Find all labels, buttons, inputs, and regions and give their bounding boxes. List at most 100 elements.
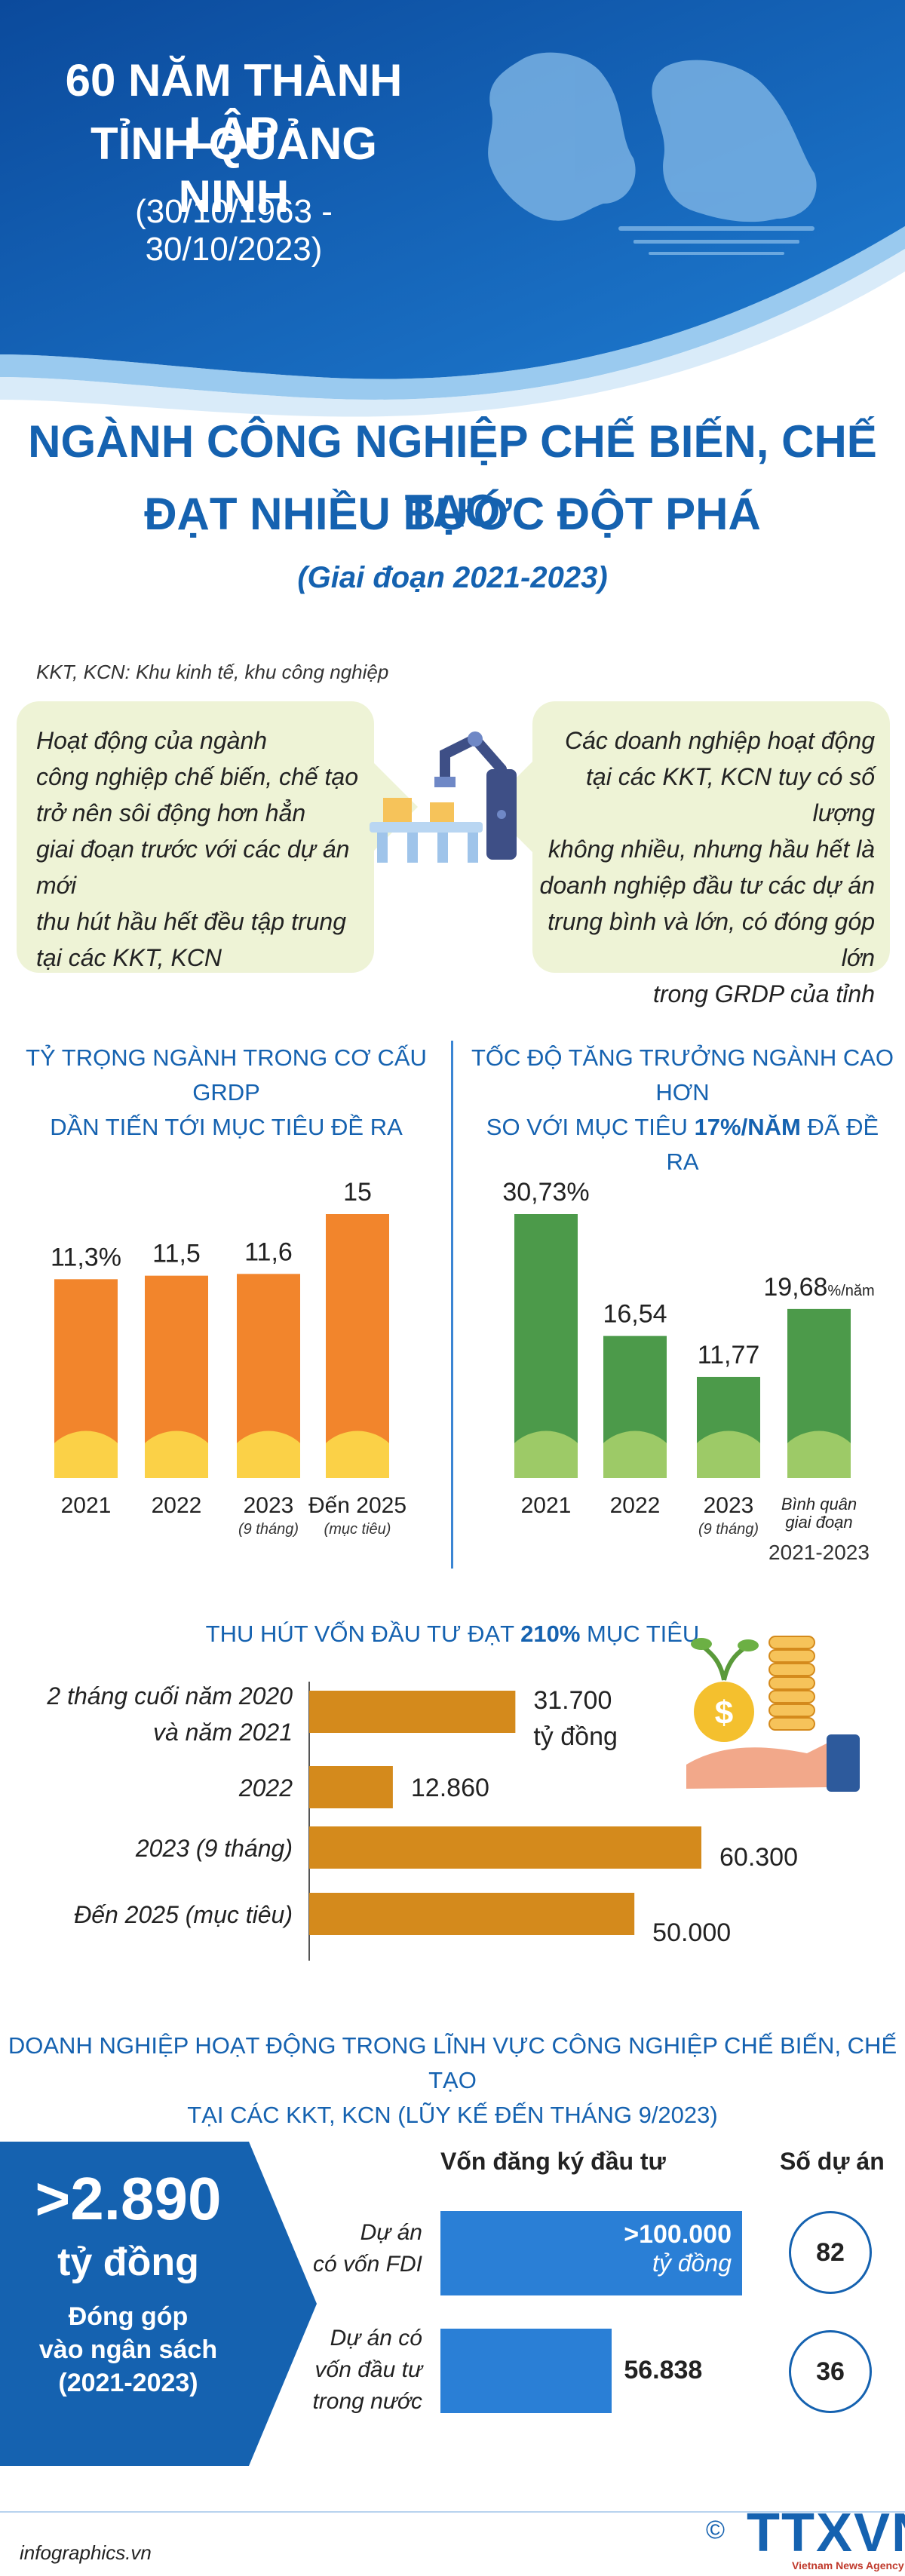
hbar — [309, 1893, 635, 1935]
bar-gear-decoration — [603, 1431, 667, 1478]
right-box-line: Các doanh nghiệp hoạt động — [564, 727, 875, 754]
x-tick-line: Bình quân — [781, 1495, 857, 1513]
chart1-title-line: DẦN TIẾN TỚI MỤC TIÊU ĐỀ RA — [50, 1114, 403, 1140]
right-box-line: không nhiều, nhưng hầu hết là — [548, 836, 875, 863]
hbar-category-label: 2023 (9 tháng) — [135, 1835, 293, 1862]
fdi-label-line: Dự án — [360, 2220, 422, 2245]
ttxvn-logo: TTXVN — [747, 2503, 905, 2563]
fdi-capital-value-block: >100.000 tỷ đồng — [452, 2220, 732, 2277]
bar-value-label: 11,6 — [244, 1237, 293, 1266]
x-tick-label: 2021 — [61, 1493, 112, 1518]
fdi-label-line: có vốn FDI — [312, 2252, 422, 2277]
chart1-svg: 11,3% 2021 11,5 2022 11,6 2023 (9 tháng) 15 Đến … — [51, 1178, 406, 1538]
chart-divider — [451, 1041, 453, 1569]
domestic-label-line: Dự án có — [330, 2326, 422, 2351]
fdi-capital-bar — [440, 2211, 742, 2295]
bar-value-label: 11,3% — [51, 1243, 121, 1271]
chart3-title-part: THU HÚT VỐN ĐẦU TƯ ĐẠT — [205, 1621, 521, 1647]
domestic-row-label: Dự án có vốn đầu tư trong nước — [256, 2323, 422, 2418]
bar-gear-decoration — [54, 1431, 118, 1478]
contribution-desc-line: Đóng góp — [68, 2302, 189, 2331]
x-tick-label: 2022 — [610, 1493, 661, 1518]
chart1-title: TỶ TRỌNG NGÀNH TRONG CƠ CẤU GRDP DẦN TIẾ… — [15, 1041, 437, 1145]
bar-value-suffix: %/năm — [827, 1283, 874, 1299]
x-tick-note: (9 tháng) — [238, 1521, 299, 1538]
money-hand-icon: $ — [686, 1636, 860, 1792]
hbar-value-label: 31.700 — [533, 1686, 612, 1715]
chart3-svg: 2 tháng cuối năm 2020 và năm 2021 31.700 tỷ… — [46, 1682, 798, 1961]
chart2-svg: 30,73% 2021 16,54 2022 11,77 2023 (9 tháng) 19,… — [502, 1178, 874, 1564]
chart1-title-line: TỶ TRỌNG NGÀNH TRONG CƠ CẤU GRDP — [26, 1044, 427, 1106]
enterprise-title-line: DOANH NGHIỆP HOẠT ĐỘNG TRONG LĨNH VỰC CÔ… — [8, 2032, 897, 2093]
x-tick-label: 2023 — [704, 1493, 754, 1518]
chart2-title-part: SO VỚI MỤC TIÊU — [486, 1114, 695, 1140]
hbar-category-label: 2022 — [238, 1774, 293, 1802]
hbar-category-label: 2 tháng cuối năm 2020 — [46, 1682, 293, 1710]
bar-gear-decoration — [237, 1431, 300, 1478]
main-title-line1: NGÀNH CÔNG NGHIỆP CHẾ BIẾN, CHẾ TẠO — [28, 416, 877, 536]
info-box-left — [17, 701, 374, 973]
x-tick-note: (mục tiêu) — [324, 1521, 391, 1538]
copyright-symbol: © — [706, 2516, 726, 2544]
hbar-category-label: Đến 2025 (mục tiêu) — [74, 1901, 293, 1928]
chart3-title: THU HÚT VỐN ĐẦU TƯ ĐẠT 210% MỤC TIÊU — [0, 1617, 905, 1651]
info-box-right — [532, 701, 890, 973]
header-line2: TỈNH QUẢNG NINH — [90, 118, 377, 222]
fdi-projects-count: 82 — [789, 2211, 872, 2294]
hbar-value-label: 12.860 — [411, 1774, 489, 1802]
robot-arm-icon — [370, 731, 517, 863]
ttxvn-logo-sub: Vietnam News Agency — [792, 2559, 904, 2571]
bar-gear-decoration — [326, 1431, 389, 1478]
hbar — [309, 1766, 393, 1808]
hbar — [309, 1826, 701, 1869]
x-tick-note: 2021-2023 — [768, 1541, 870, 1564]
fdi-capital-unit: tỷ đồng — [652, 2249, 732, 2277]
chart3-title-highlight: 210% — [520, 1621, 581, 1647]
enterprise-title: DOANH NGHIỆP HOẠT ĐỘNG TRONG LĨNH VỰC CÔ… — [0, 2029, 905, 2133]
x-tick-label: Bình quân giai đoạn — [781, 1495, 857, 1532]
right-box-line: trong GRDP của tỉnh — [652, 980, 875, 1007]
domestic-projects-count: 36 — [789, 2330, 872, 2413]
right-box-line: tại các KKT, KCN tuy có số lượng — [586, 763, 875, 826]
hbar-unit-label: tỷ đồng — [533, 1722, 618, 1751]
bar-value-label: 15 — [343, 1178, 372, 1207]
x-tick-line: giai đoạn — [785, 1513, 852, 1532]
left-box-line: thu hút hầu hết đều tập trung — [36, 908, 346, 935]
chart2-title: TỐC ĐỘ TĂNG TRƯỞNG NGÀNH CAO HƠN SO VỚI … — [468, 1041, 897, 1179]
capital-column-header: Vốn đăng ký đầu tư — [440, 2148, 666, 2175]
x-tick-note: (9 tháng) — [698, 1521, 759, 1538]
left-box-line: công nghiệp chế biến, chế tạo — [36, 763, 358, 790]
fdi-row-label: Dự án có vốn FDI — [264, 2217, 422, 2280]
bar-gear-decoration — [697, 1431, 760, 1479]
right-box-line: trung bình và lớn, có đóng góp lớn — [548, 908, 875, 971]
domestic-capital-bar — [440, 2329, 612, 2413]
info-box-left-text: Hoạt động của ngành công nghiệp chế biến… — [36, 722, 391, 976]
projects-column-header: Số dự án — [780, 2148, 885, 2175]
contribution-desc-line: (2021-2023) — [58, 2369, 198, 2397]
province-map-shape — [488, 52, 817, 255]
bar-gear-decoration — [787, 1431, 851, 1478]
header-dates: (30/10/1963 - 30/10/2023) — [135, 193, 333, 268]
left-box-line: Hoạt động của ngành — [36, 727, 268, 754]
svg-text:$: $ — [715, 1694, 733, 1731]
main-title-line2: ĐẠT NHIỀU BƯỚC ĐỘT PHÁ — [144, 489, 761, 539]
x-tick-label: 2022 — [152, 1493, 202, 1518]
main-subtitle: (Giai đoạn 2021-2023) — [297, 561, 608, 594]
x-tick-label: 2021 — [521, 1493, 572, 1518]
x-tick-label: Đến 2025 — [308, 1493, 406, 1518]
info-box-right-text: Các doanh nghiệp hoạt động tại các KKT, … — [528, 722, 875, 1012]
abbreviation-note: KKT, KCN: Khu kinh tế, khu công nghiệp — [36, 661, 389, 683]
chart2-title-line: TỐC ĐỘ TĂNG TRƯỞNG NGÀNH CAO HƠN — [471, 1044, 894, 1106]
hbar-value-label: 50.000 — [652, 1918, 731, 1947]
footer-divider — [0, 2511, 905, 2513]
header-banner — [0, 0, 905, 417]
footer-source: infographics.vn — [20, 2541, 152, 2564]
bar-gear-decoration — [145, 1431, 208, 1479]
left-box-line: trở nên sôi động hơn hẳn — [36, 799, 306, 826]
left-box-line: tại các KKT, KCN — [36, 944, 222, 971]
domestic-label-line: trong nước — [312, 2389, 422, 2414]
right-box-line: doanh nghiệp đầu tư các dự án — [539, 872, 875, 899]
chart2-title-line2: SO VỚI MỤC TIÊU 17%/NĂM ĐÃ ĐỀ RA — [468, 1110, 897, 1179]
domestic-capital-value: 56.838 — [624, 2356, 703, 2384]
x-tick-label: 2023 — [244, 1493, 294, 1518]
